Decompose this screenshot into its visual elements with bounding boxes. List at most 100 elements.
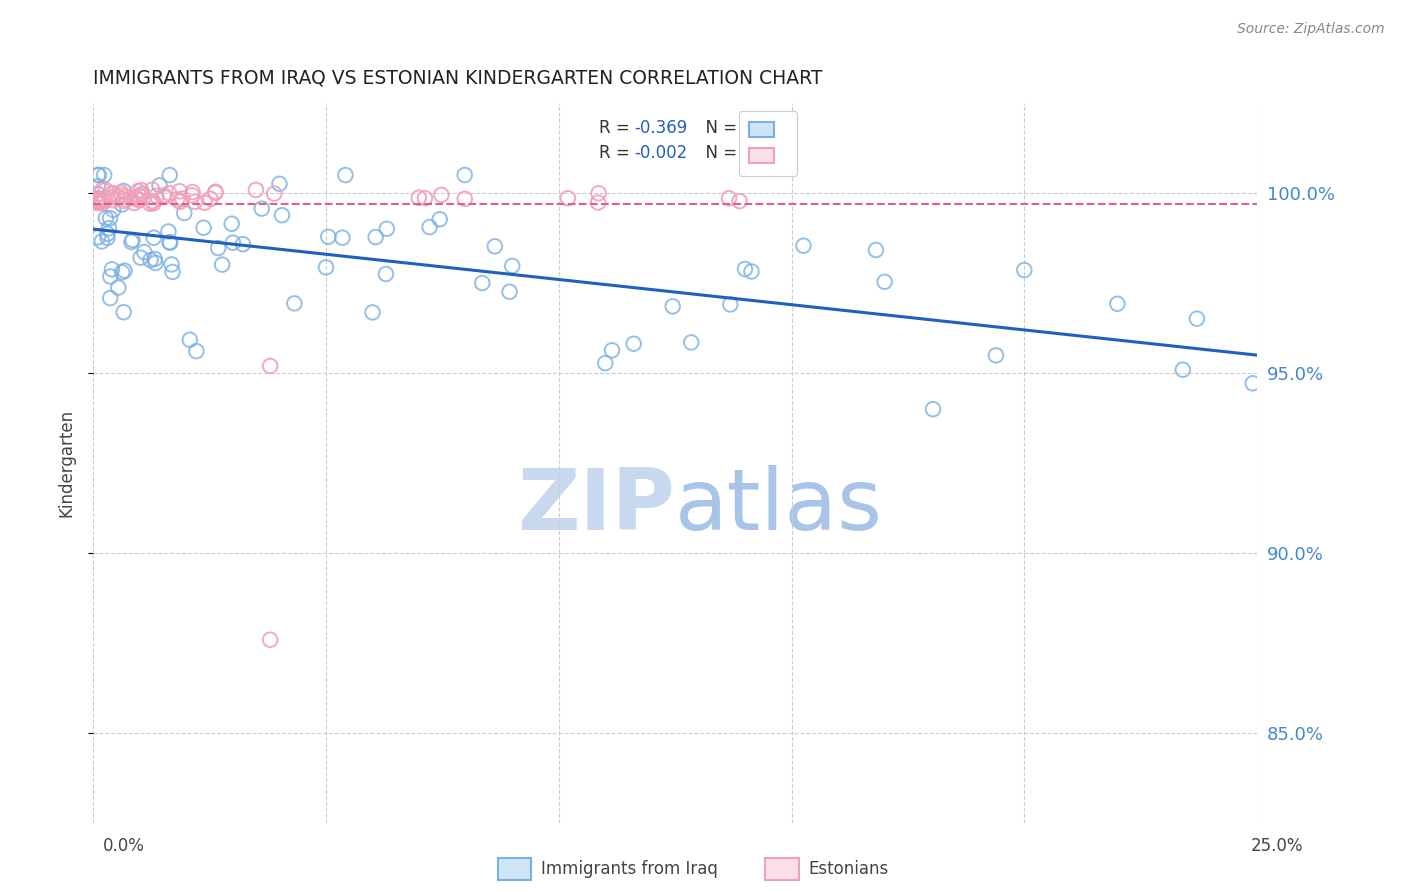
- Point: [374, 267, 396, 281]
- Point: [263, 186, 285, 201]
- Point: [316, 229, 339, 244]
- Point: [1107, 297, 1129, 311]
- Point: [1241, 376, 1264, 391]
- Text: Source: ZipAtlas.com: Source: ZipAtlas.com: [1237, 22, 1385, 37]
- Point: [600, 343, 623, 358]
- Point: [623, 336, 645, 351]
- Point: [87, 191, 110, 205]
- Point: [471, 276, 494, 290]
- Point: [865, 243, 887, 257]
- Point: [501, 259, 523, 273]
- Point: [375, 221, 398, 235]
- Text: IMMIGRANTS FROM IRAQ VS ESTONIAN KINDERGARTEN CORRELATION CHART: IMMIGRANTS FROM IRAQ VS ESTONIAN KINDERG…: [93, 69, 823, 87]
- Point: [142, 196, 165, 211]
- Point: [129, 189, 152, 203]
- Point: [159, 235, 181, 249]
- Point: [484, 239, 506, 253]
- Point: [595, 356, 617, 370]
- Point: [101, 194, 124, 208]
- Point: [221, 217, 243, 231]
- Text: N =: N =: [695, 145, 742, 162]
- Point: [1185, 311, 1208, 326]
- Point: [141, 183, 163, 197]
- Point: [1014, 263, 1036, 277]
- Point: [454, 192, 477, 206]
- Text: 0.0%: 0.0%: [103, 837, 145, 855]
- Point: [207, 241, 229, 255]
- Point: [112, 194, 135, 208]
- Point: [172, 192, 194, 206]
- Point: [204, 186, 226, 200]
- Point: [120, 191, 142, 205]
- Point: [98, 269, 121, 284]
- Point: [87, 179, 110, 194]
- Point: [107, 190, 129, 204]
- Point: [124, 190, 146, 204]
- Point: [588, 186, 610, 201]
- Text: ZIP: ZIP: [517, 465, 675, 548]
- Point: [87, 168, 110, 182]
- Point: [87, 194, 110, 209]
- Point: [194, 195, 217, 210]
- Point: [101, 190, 124, 204]
- Point: [283, 296, 305, 310]
- Point: [87, 230, 110, 244]
- Point: [87, 168, 110, 182]
- Point: [129, 251, 152, 265]
- Point: [98, 211, 121, 226]
- Point: [87, 192, 110, 206]
- Point: [200, 192, 222, 206]
- Point: [661, 299, 683, 313]
- Point: [873, 275, 896, 289]
- Text: -0.002: -0.002: [634, 145, 688, 162]
- Point: [97, 221, 120, 235]
- Point: [101, 262, 124, 277]
- Point: [101, 186, 124, 201]
- Point: [157, 225, 180, 239]
- Point: [114, 263, 136, 277]
- Point: [586, 195, 609, 210]
- Point: [159, 235, 181, 250]
- Point: [718, 191, 741, 205]
- Text: 25.0%: 25.0%: [1250, 837, 1303, 855]
- Point: [557, 191, 579, 205]
- Point: [157, 186, 180, 201]
- Point: [139, 196, 162, 211]
- Point: [89, 194, 111, 209]
- Point: [101, 186, 124, 201]
- Point: [193, 220, 215, 235]
- Point: [127, 184, 149, 198]
- Point: [145, 256, 167, 270]
- Point: [148, 178, 170, 193]
- Point: [361, 305, 384, 319]
- Point: [90, 195, 112, 210]
- Point: [413, 191, 436, 205]
- Point: [454, 168, 477, 182]
- Point: [728, 194, 751, 208]
- Point: [87, 194, 110, 209]
- Point: [90, 194, 112, 208]
- Legend: , : ,: [740, 112, 797, 176]
- Point: [90, 235, 112, 249]
- Point: [107, 280, 129, 294]
- Point: [139, 253, 162, 268]
- Point: [91, 195, 114, 210]
- Point: [186, 344, 208, 359]
- Point: [792, 238, 814, 252]
- Point: [1171, 362, 1194, 376]
- Point: [87, 192, 110, 206]
- Point: [87, 187, 110, 202]
- Point: [269, 177, 291, 191]
- Point: [419, 220, 441, 235]
- Point: [179, 333, 201, 347]
- Point: [114, 189, 136, 203]
- Point: [153, 188, 176, 202]
- Text: Immigrants from Iraq: Immigrants from Iraq: [541, 860, 718, 878]
- Point: [740, 264, 762, 278]
- Point: [922, 402, 945, 417]
- Point: [96, 227, 118, 241]
- Point: [96, 231, 118, 245]
- Text: R =: R =: [599, 120, 636, 137]
- Point: [112, 184, 135, 198]
- Point: [110, 187, 132, 202]
